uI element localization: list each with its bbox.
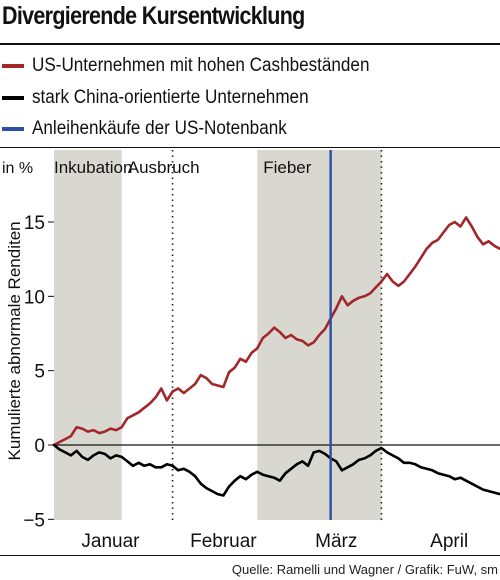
phase-label-1: Ausbruch [128, 158, 200, 177]
legend-label-china: stark China-orientierte Unternehmen [32, 87, 309, 108]
y-axis-label: Kumulierte abnormale Renditen [5, 221, 24, 460]
y-unit-label: in % [2, 160, 33, 177]
legend-swatch-fed [2, 127, 24, 131]
source-note: Quelle: Ramelli und Wagner / Grafik: FuW… [231, 562, 498, 577]
shaded-region-0 [54, 150, 122, 520]
month-label-2: März [315, 531, 357, 552]
legend-item-china: stark China-orientierte Unternehmen [0, 84, 339, 112]
legend-label-fed: Anleihenkäufe der US-Notenbank [32, 118, 287, 139]
phase-label-2: Fieber [263, 158, 312, 177]
y-tick-label-4: 15 [24, 213, 45, 234]
legend-item-cash: US-Unternehmen mit hohen Cashbeständen [0, 52, 407, 80]
legend-item-fed: Anleihenkäufe der US-Notenbank [0, 115, 315, 143]
legend-swatch-cash [2, 64, 24, 68]
chart-title: Divergierende Kursentwicklung [2, 2, 305, 30]
footer-rule [0, 555, 500, 556]
month-label-1: Februar [190, 531, 257, 552]
series-line-cash [52, 216, 500, 447]
legend-rule [0, 147, 500, 148]
month-label-3: April [430, 531, 468, 552]
series-line-china [52, 443, 500, 497]
y-tick-label-1: 0 [34, 436, 45, 457]
y-tick-label-3: 10 [24, 287, 45, 308]
line-chart: −5 0 5 10 15 in % Kumulierte abnormale Rendite… [2, 150, 500, 552]
legend-label-cash: US-Unternehmen mit hohen Cashbeständen [32, 55, 370, 76]
phase-label-0: Inkubation [54, 158, 132, 177]
title-rule [0, 43, 500, 45]
month-label-0: Januar [81, 531, 140, 552]
y-tick-label-0: −5 [23, 510, 45, 531]
legend-swatch-china [2, 96, 24, 100]
y-tick-label-2: 5 [34, 362, 45, 383]
